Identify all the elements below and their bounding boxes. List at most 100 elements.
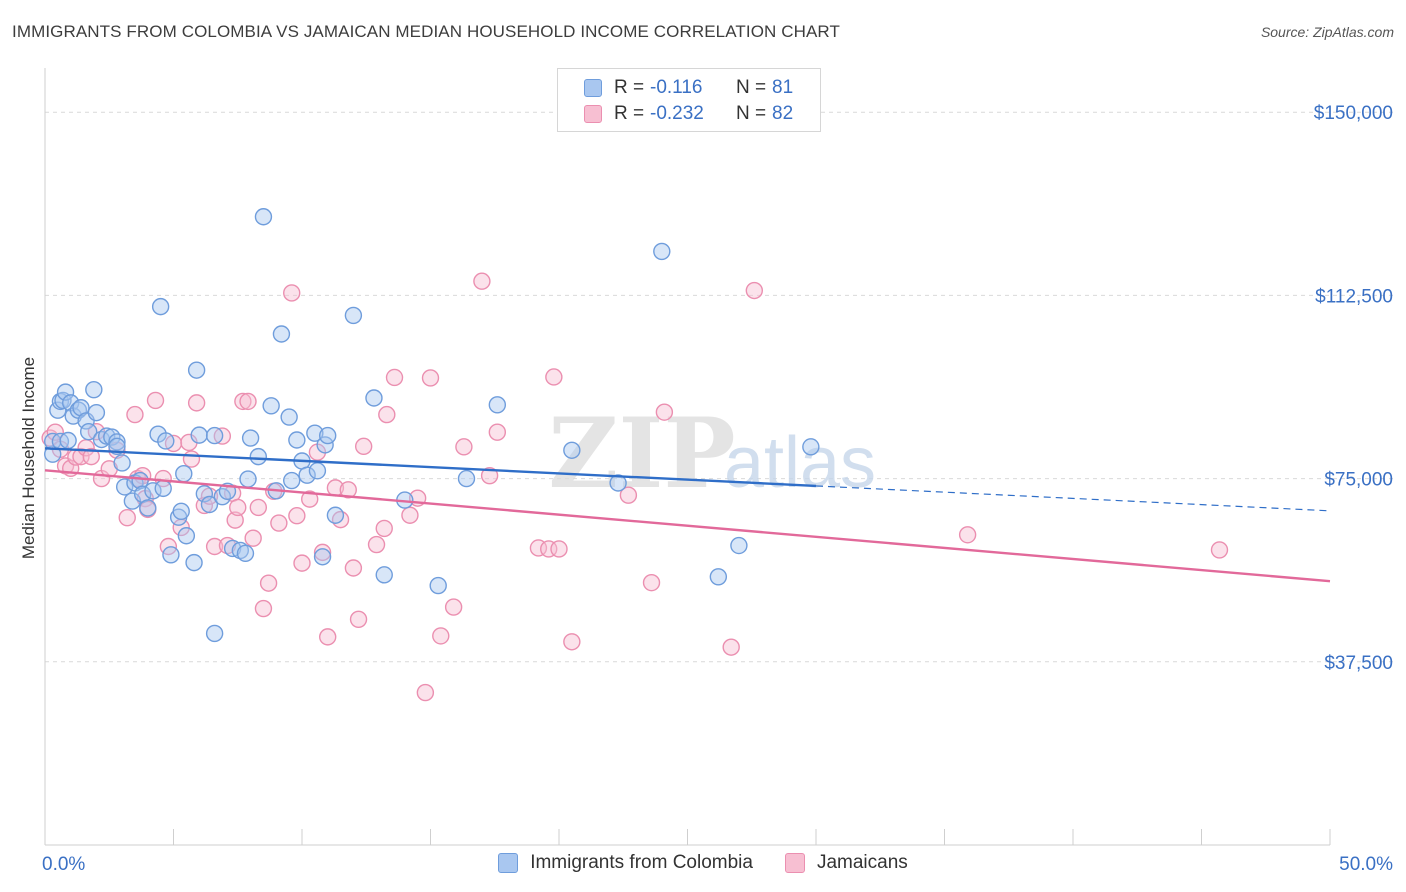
colombia-point: [151, 297, 170, 316]
jamaica-point: [421, 369, 440, 387]
colombia-point: [200, 495, 219, 514]
jamaica-point: [205, 537, 224, 556]
legend-n-value: 82: [772, 103, 794, 124]
legend-r-label: R =: [614, 77, 645, 98]
colombia-point: [144, 482, 162, 500]
colombia-point: [85, 380, 103, 399]
y-tick-label: $112,500: [1315, 286, 1393, 307]
colombia-point: [103, 428, 121, 446]
colombia-point: [185, 553, 203, 572]
colombia-point: [87, 403, 106, 422]
colombia-point: [190, 426, 208, 444]
x-tick-label: 0.0%: [42, 854, 85, 875]
jamaica-point: [339, 481, 357, 499]
colombia-point: [195, 485, 214, 503]
jamaica-point: [254, 599, 273, 618]
colombia-point: [326, 506, 345, 524]
colombia-point: [365, 389, 383, 407]
colombia-point: [236, 544, 255, 563]
chart-title: IMMIGRANTS FROM COLOMBIA VS JAMAICAN MED…: [12, 22, 840, 41]
x-tick-label: 50.0%: [1339, 854, 1393, 875]
jamaica-point: [259, 574, 278, 592]
jamaica-point: [385, 368, 404, 387]
jamaica-point: [367, 535, 386, 554]
colombia-point: [313, 548, 332, 566]
colombia-point: [172, 502, 190, 521]
colombia-point: [205, 426, 224, 445]
jamaica-point: [1210, 541, 1229, 559]
jamaica-point: [229, 498, 247, 517]
trend-lines: [44, 447, 1331, 583]
jamaica-point: [239, 392, 257, 411]
colombia-point: [563, 441, 581, 459]
legend-swatch-colombia: [584, 79, 602, 97]
jamaica-point: [444, 598, 463, 616]
jamaica-point: [234, 392, 252, 411]
legend-r-value: -0.116: [650, 77, 703, 98]
jamaica-point: [293, 554, 311, 572]
colombia-point: [97, 427, 116, 445]
y-tick-label: $75,000: [1324, 470, 1393, 491]
jamaica-point: [432, 627, 450, 645]
legend-n-value: 81: [772, 77, 794, 98]
y-tick-label: $37,500: [1324, 653, 1393, 674]
colombia-point: [139, 499, 157, 517]
colombia-point: [730, 536, 748, 555]
jamaica-point: [146, 391, 165, 410]
legend-row-jamaicans: R = -0.232 N = 82: [584, 103, 793, 125]
colombia-point: [254, 208, 273, 226]
colombia-point: [115, 478, 134, 496]
colombia-point: [272, 325, 291, 343]
colombia-point: [108, 433, 126, 451]
jamaica-point: [226, 511, 244, 529]
colombia-point: [231, 541, 250, 560]
series-legend-label-jamaicans: Jamaicans: [816, 852, 908, 873]
legend-r-value: -0.232: [650, 103, 704, 124]
jamaica-point: [126, 405, 144, 424]
jamaica-point: [319, 628, 337, 646]
legend-n-label: N =: [736, 77, 767, 98]
colombia-point: [319, 426, 337, 445]
colombia-point: [283, 471, 301, 490]
colombia-point: [249, 447, 268, 466]
colombia-point: [187, 361, 206, 379]
jamaica-point: [488, 423, 507, 441]
colombia-point: [108, 437, 126, 456]
jamaica-point: [354, 437, 373, 456]
colombia-point: [241, 429, 260, 447]
colombia-point: [344, 306, 363, 325]
y-tick-label: $150,000: [1314, 103, 1393, 124]
colombia-point: [154, 479, 172, 498]
jamaica-point: [378, 405, 396, 424]
jamaica-point: [82, 447, 100, 466]
colombia-point: [59, 431, 77, 450]
colombia-point: [175, 465, 193, 483]
jamaica-point: [619, 486, 638, 504]
jamaica-point: [655, 403, 674, 421]
colombia-point: [44, 445, 62, 463]
jamaica-point: [349, 610, 368, 628]
jamaica-point: [288, 507, 306, 525]
jamaica-point: [187, 394, 206, 412]
jamaica-point: [118, 508, 136, 527]
jamaica-point: [401, 506, 419, 524]
jamaica-point: [480, 466, 499, 485]
jamaica-trend-line: [44, 469, 1331, 583]
jamaica-point: [563, 633, 581, 651]
jamaica-point: [473, 272, 491, 290]
series-legend-swatch-colombia: [498, 853, 519, 873]
legend-r-label: R =: [614, 103, 645, 124]
jamaica-point: [182, 450, 201, 468]
colombia-point: [288, 431, 306, 449]
colombia-point: [79, 422, 98, 441]
jamaica-point: [218, 536, 237, 555]
jamaica-point: [344, 559, 363, 577]
jamaica-point: [301, 490, 319, 508]
correlation-legend: R = -0.116 N = 81 R = -0.232 N = 82: [557, 68, 821, 132]
legend-row-colombia: R = -0.116 N = 81: [584, 77, 793, 99]
jamaica-point: [722, 638, 740, 656]
jamaica-point: [270, 514, 288, 532]
jamaica-point: [745, 281, 764, 300]
colombia-point: [457, 469, 476, 488]
